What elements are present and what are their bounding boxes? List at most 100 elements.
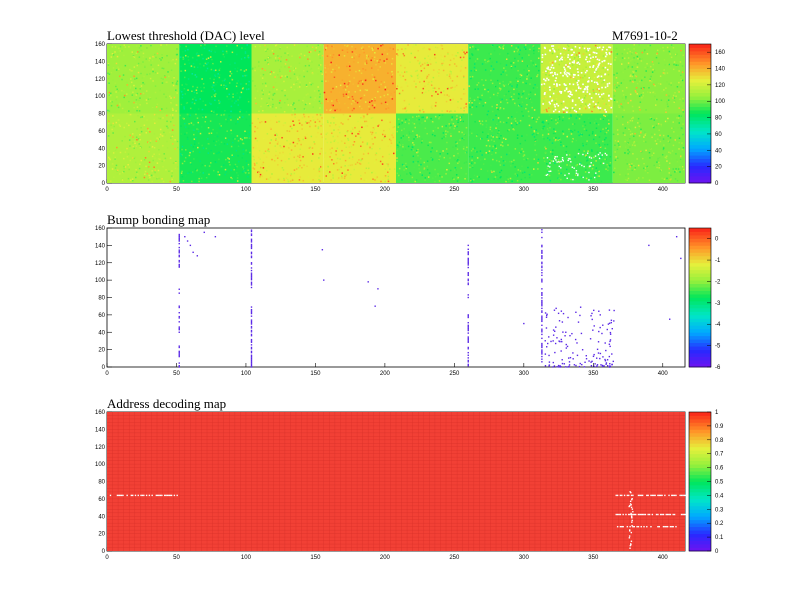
pixel xyxy=(524,48,527,50)
pixel xyxy=(520,74,523,77)
pixel xyxy=(510,122,513,125)
pixel xyxy=(386,53,389,55)
pixel xyxy=(203,64,205,67)
chip-texture xyxy=(612,115,685,182)
pixel xyxy=(436,120,438,123)
pixel xyxy=(213,94,215,96)
pixel xyxy=(515,47,518,49)
pixel xyxy=(461,137,464,140)
pixel xyxy=(149,141,151,144)
pixel xyxy=(418,135,421,138)
defect-pixel xyxy=(675,494,677,497)
data-point xyxy=(250,306,253,308)
pixel xyxy=(247,98,249,100)
pixel xyxy=(265,178,268,180)
pixel xyxy=(124,166,127,168)
pixel xyxy=(535,139,537,141)
pixel xyxy=(634,89,637,92)
pixel xyxy=(362,48,365,51)
pixel xyxy=(117,106,120,109)
pixel xyxy=(490,118,493,121)
pixel xyxy=(667,135,669,137)
masked-pixel xyxy=(553,157,556,160)
pixel xyxy=(275,139,277,142)
pixel xyxy=(414,56,416,59)
pixel xyxy=(402,144,404,146)
pixel xyxy=(607,119,610,122)
pixel xyxy=(462,120,465,123)
pixel xyxy=(119,105,122,107)
pixel xyxy=(223,143,226,145)
pixel xyxy=(214,99,216,102)
pixel xyxy=(170,69,173,71)
pixel xyxy=(634,132,636,135)
pixel xyxy=(578,148,581,151)
pixel xyxy=(269,176,272,179)
pixel xyxy=(201,116,204,119)
pixel xyxy=(262,73,265,76)
masked-pixel xyxy=(603,79,606,81)
pixel xyxy=(475,135,478,137)
pixel xyxy=(643,46,646,49)
pixel xyxy=(517,46,520,48)
data-point xyxy=(562,312,565,315)
pixel xyxy=(417,148,419,151)
masked-pixel xyxy=(565,64,567,66)
masked-pixel xyxy=(564,89,566,92)
pixel xyxy=(358,130,361,133)
pixel xyxy=(131,70,133,72)
pixel xyxy=(386,120,389,122)
pixel xyxy=(642,92,645,94)
pixel xyxy=(242,153,245,155)
pixel xyxy=(443,59,445,62)
pixel xyxy=(660,123,662,126)
pixel xyxy=(568,58,570,61)
pixel xyxy=(252,155,254,158)
palette-tick-label-60: 60 xyxy=(715,132,722,138)
pixel xyxy=(399,93,402,96)
pixel xyxy=(231,154,233,156)
pixel xyxy=(585,154,587,156)
pixel xyxy=(418,164,420,167)
masked-pixel xyxy=(587,49,590,52)
pixel xyxy=(325,82,328,85)
pixel xyxy=(380,80,383,83)
palette-1-band xyxy=(689,332,711,337)
pixel xyxy=(531,117,534,119)
pixel xyxy=(431,136,433,139)
data-point xyxy=(559,365,561,367)
pixel xyxy=(599,118,602,120)
pixel xyxy=(623,48,626,51)
pixel xyxy=(151,146,153,149)
data-point xyxy=(611,353,613,355)
pixel xyxy=(217,151,220,154)
pixel xyxy=(604,148,606,151)
pixel xyxy=(641,58,643,60)
pixel xyxy=(116,55,119,58)
pixel xyxy=(399,74,401,76)
data-point xyxy=(592,329,594,331)
pixel xyxy=(665,89,667,91)
data-point xyxy=(467,341,469,343)
masked-pixel xyxy=(584,87,586,90)
pixel xyxy=(240,91,243,94)
pixel xyxy=(423,161,426,164)
masked-pixel xyxy=(595,52,598,55)
y-tick-label-140: 140 xyxy=(95,59,106,65)
pixel xyxy=(627,160,630,163)
pixel xyxy=(123,167,125,170)
pixel xyxy=(149,77,152,80)
pixel xyxy=(272,155,275,157)
pixel xyxy=(167,90,170,93)
pixel xyxy=(382,177,385,180)
pixel xyxy=(605,131,608,134)
pixel xyxy=(244,130,246,133)
pixel xyxy=(319,54,321,57)
pixel xyxy=(451,86,454,89)
pixel xyxy=(495,123,498,126)
pixel xyxy=(484,158,486,160)
y-tick-label-60: 60 xyxy=(98,497,105,503)
pixel xyxy=(522,81,524,84)
pixel xyxy=(663,89,665,91)
pixel xyxy=(424,177,427,179)
